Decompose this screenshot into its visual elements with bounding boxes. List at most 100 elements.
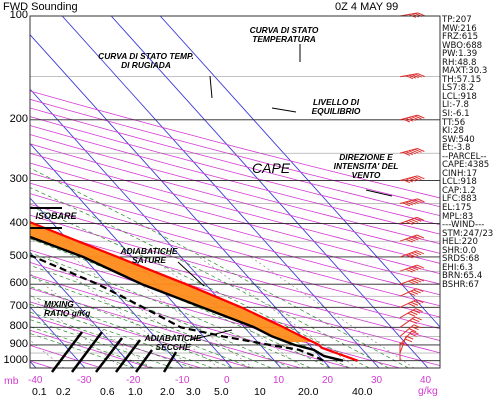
wind-barb-flag <box>411 116 419 121</box>
moist-adiabat-line <box>30 303 213 368</box>
temperature-line <box>30 235 344 362</box>
stat-line: BSHR:67 <box>442 279 480 290</box>
wind-barb-flag <box>410 311 418 316</box>
chart-title: FWD Sounding <box>3 1 78 13</box>
stat-line: EL:175 <box>442 203 472 214</box>
stat-line: CINH:17 <box>442 168 478 179</box>
wind-barb-flag <box>402 118 411 123</box>
annotation-isobars: ISOBARE <box>35 211 77 221</box>
wind-barb-flag <box>411 218 419 223</box>
leader-dry <box>189 329 233 341</box>
temperature-tick-label: 0 <box>224 375 230 386</box>
mixing-ratio-tick-label: 5.0 <box>214 386 229 398</box>
pressure-tick-label: 300 <box>9 173 28 186</box>
stat-line: STM:247/23 <box>442 228 494 239</box>
moist-adiabat-line <box>30 167 409 368</box>
wind-barb-flag <box>414 199 422 204</box>
mixing-ratio-key-line <box>71 331 103 373</box>
isobar-key-lines <box>30 207 62 229</box>
wind-barb-flag <box>408 177 416 182</box>
stat-line: BRN:65.4 <box>442 271 483 282</box>
stat-line: CAPE:4385 <box>442 160 490 171</box>
wind-barb-flag <box>411 252 419 257</box>
plot-frame <box>29 15 441 369</box>
wind-barb-flag <box>412 318 420 323</box>
wind-barb-flag <box>410 290 419 295</box>
mixing-ratio-line <box>250 256 415 368</box>
wind-barb-flag <box>414 115 422 120</box>
wind-barb-flag <box>408 150 416 155</box>
wind-barb-flag <box>407 291 416 296</box>
wind-barb-flag <box>407 303 416 307</box>
wind-barb-staff <box>399 330 412 346</box>
wind-barb-flag <box>405 178 413 183</box>
temperature-tick-label: -40 <box>28 375 43 386</box>
wind-barb-flag <box>413 300 421 305</box>
wind-barb-flag <box>416 264 425 269</box>
mixing-ratio-line <box>30 339 65 368</box>
wind-barb-flag <box>408 74 417 79</box>
pressure-tick-label: 500 <box>9 249 28 262</box>
wind-barb-flag <box>414 316 422 321</box>
wind-barb-flag <box>408 200 416 205</box>
wind-barb-flag <box>409 332 417 337</box>
wind-barb-flag <box>416 299 424 304</box>
isotherm-line <box>61 16 380 368</box>
wind-barb-flag <box>417 114 425 119</box>
time-label: 0Z 4 MAY 99 <box>335 1 399 13</box>
mixing-ratio-line <box>71 256 220 368</box>
mixing-ratio-tick-label: 0.2 <box>56 386 71 398</box>
wind-barb-flag <box>405 201 413 206</box>
wind-barb-flag <box>411 266 419 271</box>
wind-barb-flag <box>411 199 419 204</box>
wind-barb-flag <box>413 278 422 283</box>
mixing-ratio-key-line <box>115 339 141 373</box>
wind-barb-flag <box>411 330 419 335</box>
mixing-ratio-tick-label: 2.0 <box>160 386 175 398</box>
moist-adiabat-line <box>30 252 311 368</box>
wind-barb-flag <box>416 277 425 282</box>
stat-line: LS7:8.2 <box>442 83 475 94</box>
annotation-temperature-curve: CURVA DI STATO TEMPERATURA <box>249 25 319 44</box>
dry-adiabat-line <box>30 172 440 285</box>
annotation-dewpoint-curve: CURVA DI STATO TEMP. DI RUGIADA <box>98 51 194 70</box>
annotation-equilibrium-level: LIVELLO DI EQUILIBRIO <box>311 97 361 116</box>
wind-barb-flag <box>417 73 425 78</box>
wind-barb-flag <box>415 308 423 313</box>
mixing-ratio-key-line <box>162 351 178 373</box>
isotherm-line <box>30 306 86 368</box>
wind-barb-flag <box>402 179 411 184</box>
wind-barb-flag <box>408 280 416 285</box>
wind-barb-flag <box>405 238 413 243</box>
stat-line: SW:540 <box>442 134 475 145</box>
mixing-ratio-tick-label: 1.0 <box>128 386 143 398</box>
annotation-wind: DIREZIONE E INTENSITA' DEL VENTO <box>333 152 399 180</box>
dry-adiabat-line <box>30 116 440 226</box>
mixing-ratio-tick-label: 0.6 <box>100 386 115 398</box>
plot-area <box>30 16 440 368</box>
wind-barb-flag <box>413 324 421 329</box>
wind-barb-flag <box>408 219 416 224</box>
dry-adiabat-line <box>30 134 440 245</box>
wind-barb-flag <box>417 175 425 180</box>
leader-equilibrium <box>271 107 297 113</box>
wind-barb-flag <box>408 116 416 121</box>
moist-adiabat-line <box>30 333 135 368</box>
wind-barb-flag <box>414 176 422 181</box>
wind-barb-flag <box>412 309 421 314</box>
isotherm-line <box>159 16 440 328</box>
dry-adiabat-line <box>30 90 440 199</box>
stat-line: EHI:6.3 <box>442 262 473 273</box>
wind-barb-flag <box>409 319 418 324</box>
dry-adiabat-line <box>30 98 440 208</box>
pressure-tick-label: 600 <box>9 277 28 290</box>
stat-line: TP:207 <box>442 15 472 25</box>
moist-adiabat-line <box>30 276 272 368</box>
mixing-ratio-tick-label: 0.1 <box>32 386 47 398</box>
stat-line: KI:28 <box>442 126 465 137</box>
dry-adiabat-line <box>30 274 351 368</box>
pressure-tick-label: 100 <box>9 9 28 21</box>
stat-line: CAP:1.2 <box>442 185 476 196</box>
